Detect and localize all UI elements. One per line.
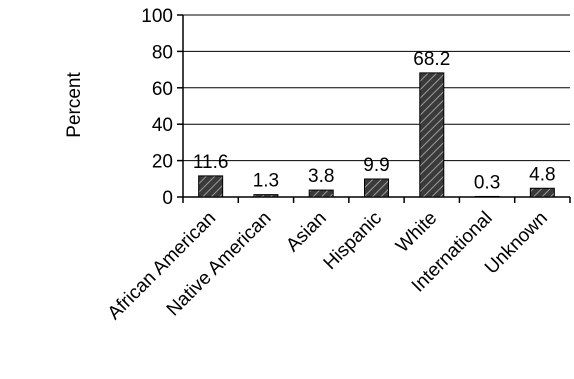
bar-3	[364, 178, 389, 198]
bar-1	[253, 194, 279, 198]
bar-5	[474, 195, 500, 198]
data-label-3: 9.9	[363, 155, 389, 176]
data-label-0: 11.6	[193, 152, 229, 173]
bar-4	[419, 72, 445, 198]
category-label-3: Hispanic	[320, 208, 386, 274]
data-label-5: 0.3	[474, 172, 500, 193]
data-label-1: 1.3	[253, 171, 279, 192]
data-label-4: 68.2	[413, 49, 450, 70]
bar-6	[529, 187, 555, 198]
data-label-2: 3.8	[308, 166, 334, 187]
data-label-6: 4.8	[529, 164, 555, 185]
y-tick-label-60: 60	[152, 79, 173, 100]
y-tick-label-40: 40	[152, 115, 173, 136]
y-tick-label-0: 0	[162, 188, 173, 209]
y-tick-label-80: 80	[152, 42, 173, 63]
bar-2	[308, 189, 334, 198]
category-label-2: Asian	[282, 208, 330, 256]
category-label-1: Native American	[163, 208, 276, 321]
y-tick-label-20: 20	[152, 152, 173, 173]
bar-0	[198, 175, 224, 198]
y-tick-label-100: 100	[141, 6, 173, 27]
category-label-4: White	[392, 208, 441, 257]
y-axis-label: Percent	[64, 72, 85, 138]
